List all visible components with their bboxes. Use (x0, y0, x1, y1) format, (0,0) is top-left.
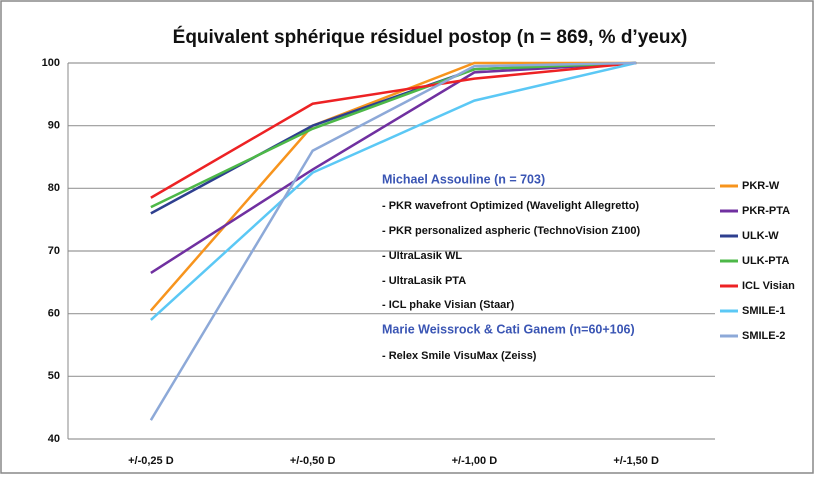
legend-label: SMILE-1 (742, 305, 785, 317)
series-line (150, 61, 637, 209)
legend-label: ULK-W (742, 230, 779, 242)
annotation: - ICL phake Visian (Staar) (382, 299, 515, 311)
x-tick-label: +/-0,50 D (290, 455, 336, 467)
annotation: - Relex Smile VisuMax (Zeiss) (382, 350, 537, 362)
x-tick-label: +/-1,50 D (613, 455, 659, 467)
annotation-heading: Marie Weissrock & Cati Ganem (n=60+106) (382, 322, 635, 336)
series-line (150, 61, 637, 321)
series-line (149, 61, 637, 312)
annotation: - UltraLasik PTA (382, 275, 466, 287)
annotation-heading: Michael Assouline (n = 703) (382, 172, 545, 186)
legend-label: SMILE-2 (742, 330, 785, 342)
annotation: - PKR wavefront Optimized (Wavelight All… (382, 200, 639, 212)
series-line (149, 61, 637, 421)
legend-label: ICL Visian (742, 280, 795, 292)
chart-title: Équivalent sphérique résiduel postop (n … (173, 26, 688, 48)
y-tick-label: 100 (42, 57, 60, 69)
x-tick-label: +/-0,25 D (128, 455, 174, 467)
annotation: - UltraLasik WL (382, 250, 462, 262)
legend-label: PKR-W (742, 180, 780, 192)
y-tick-label: 70 (48, 245, 60, 257)
annotation: - PKR personalized aspheric (TechnoVisio… (382, 225, 640, 237)
x-tick-label: +/-1,00 D (452, 455, 498, 467)
legend-label: PKR-PTA (742, 205, 790, 217)
y-tick-label: 90 (48, 120, 60, 132)
series-line (150, 61, 637, 199)
y-tick-label: 60 (48, 308, 60, 320)
series-line (150, 61, 637, 274)
y-tick-label: 40 (48, 433, 60, 445)
y-tick-label: 50 (48, 370, 60, 382)
y-tick-label: 80 (48, 182, 60, 194)
legend-label: ULK-PTA (742, 255, 790, 267)
